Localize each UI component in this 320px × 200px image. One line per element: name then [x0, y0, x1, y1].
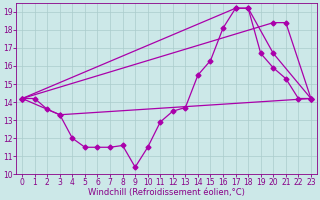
X-axis label: Windchill (Refroidissement éolien,°C): Windchill (Refroidissement éolien,°C) — [88, 188, 245, 197]
